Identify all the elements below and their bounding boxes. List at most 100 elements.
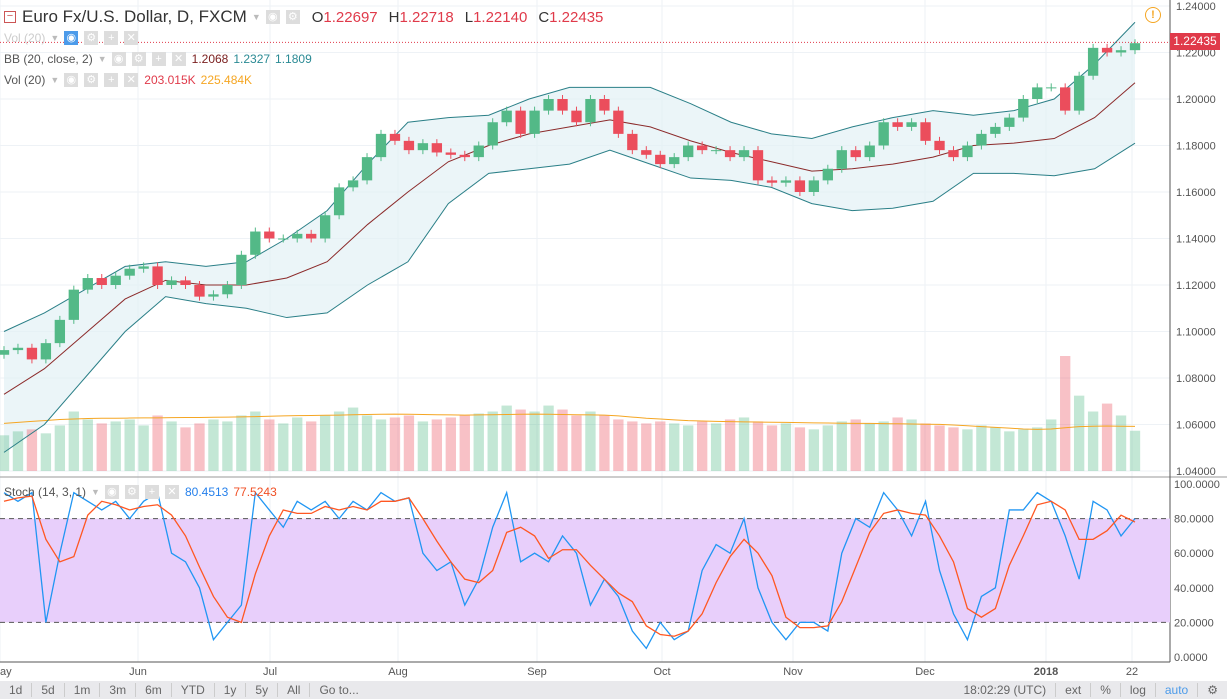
volume-bar <box>292 417 303 471</box>
volume-bar <box>794 427 806 471</box>
candle <box>920 122 931 141</box>
chevron-down-icon[interactable]: ▼ <box>50 33 60 43</box>
candle <box>557 99 568 111</box>
candle <box>1032 87 1043 99</box>
open-label: O <box>311 8 324 26</box>
low-value: 1.22140 <box>473 8 528 26</box>
candle <box>752 150 764 181</box>
volume-bar <box>878 421 889 471</box>
volume-bar <box>515 409 526 471</box>
ext-toggle[interactable]: ext <box>1056 683 1092 697</box>
volume-bar <box>389 417 401 471</box>
eye-icon[interactable]: ◉ <box>265 10 280 24</box>
price-tick-label: 1.12000 <box>1176 280 1216 292</box>
eye-icon[interactable]: ◉ <box>104 485 119 499</box>
close-icon[interactable]: ✕ <box>164 485 179 499</box>
candle <box>236 254 247 285</box>
candle <box>68 289 79 320</box>
gear-icon[interactable]: ⚙ <box>84 73 99 87</box>
symbol-title[interactable]: Euro Fx/U.S. Dollar, D, FXCM <box>22 7 247 26</box>
eye-icon[interactable]: ◉ <box>64 73 79 87</box>
percent-toggle[interactable]: % <box>1091 683 1121 697</box>
price-tick-label: 1.06000 <box>1176 420 1216 432</box>
eye-icon[interactable]: ◉ <box>111 52 126 66</box>
volume-bar <box>12 431 24 471</box>
chevron-down-icon[interactable]: ▼ <box>97 54 107 64</box>
price-tick-label: 1.16000 <box>1176 187 1216 199</box>
range-1d[interactable]: 1d <box>0 683 33 697</box>
volume-bar <box>1018 429 1029 471</box>
plus-icon[interactable]: + <box>144 485 159 499</box>
close-icon[interactable]: ✕ <box>171 52 186 66</box>
candle <box>683 145 694 158</box>
candle <box>738 150 750 158</box>
range-6m[interactable]: 6m <box>136 683 172 697</box>
candle <box>655 154 666 165</box>
close-icon[interactable]: ✕ <box>124 73 139 87</box>
plus-icon[interactable]: + <box>151 52 166 66</box>
range-3m[interactable]: 3m <box>100 683 137 697</box>
plus-icon[interactable]: + <box>104 73 119 87</box>
candle <box>599 99 610 111</box>
candle <box>1129 43 1141 51</box>
close-icon[interactable]: ✕ <box>124 31 139 45</box>
range-5d[interactable]: 5d <box>32 683 65 697</box>
volume-bar <box>96 423 107 471</box>
range-ytd[interactable]: YTD <box>172 683 215 697</box>
candle <box>990 126 1001 134</box>
candle <box>250 231 261 255</box>
volume-bar <box>138 425 149 471</box>
candle <box>641 150 652 155</box>
last-price-tag: 1.22435 <box>1170 33 1220 50</box>
stoch-label[interactable]: Stoch (14, 3, 1) <box>4 485 87 499</box>
vol-ma-value: 225.484K <box>200 73 253 87</box>
candle <box>54 319 66 344</box>
bb-upper-value: 1.2327 <box>233 52 271 66</box>
gear-icon[interactable]: ⚙ <box>131 52 146 66</box>
volume-bar <box>54 425 66 471</box>
volume-bar <box>613 419 624 471</box>
volume-bar <box>403 415 415 471</box>
range-5y[interactable]: 5y <box>246 683 279 697</box>
chevron-down-icon[interactable]: ▼ <box>91 487 100 497</box>
time-tick-label: 2018 <box>1034 666 1058 678</box>
goto-button[interactable]: Go to... <box>319 683 359 697</box>
vol-hidden-label[interactable]: Vol (20) <box>4 31 46 45</box>
bb-label[interactable]: BB (20, close, 2) <box>4 52 93 66</box>
settings-gear-icon[interactable]: ⚙ <box>1207 683 1218 697</box>
chevron-down-icon[interactable]: ▼ <box>50 75 60 85</box>
log-toggle[interactable]: log <box>1121 683 1156 697</box>
auto-toggle[interactable]: auto <box>1156 683 1199 697</box>
volume-bar <box>319 415 331 471</box>
candle <box>543 99 554 111</box>
plus-icon[interactable]: + <box>104 31 119 45</box>
bb-band-fill <box>4 22 1135 453</box>
volume-bar <box>459 415 470 471</box>
candle <box>208 294 219 297</box>
volume-bar <box>1101 403 1113 471</box>
gear-icon[interactable]: ⚙ <box>285 10 300 24</box>
vol-label[interactable]: Vol (20) <box>4 73 46 87</box>
range-1y[interactable]: 1y <box>215 683 247 697</box>
chart-canvas[interactable]: 1.24000 1.22000 1.20000 1.18000 1.16000 1.140… <box>0 0 1227 681</box>
stoch-tick-label: 40.0000 <box>1174 583 1214 595</box>
gear-icon[interactable]: ⚙ <box>124 485 139 499</box>
candle <box>82 278 93 290</box>
candle <box>445 152 456 155</box>
volume-bar <box>431 419 443 471</box>
range-all[interactable]: All <box>278 683 311 697</box>
range-1m[interactable]: 1m <box>65 683 101 697</box>
volume-bar <box>501 405 512 471</box>
candle <box>1115 50 1127 53</box>
stoch-band <box>0 518 1170 623</box>
chevron-down-icon[interactable]: ▼ <box>251 12 261 22</box>
eye-icon[interactable]: ◉ <box>64 31 79 45</box>
volume-bar <box>1046 419 1057 471</box>
gear-icon[interactable]: ⚙ <box>84 31 99 45</box>
volume-bar <box>194 423 205 471</box>
warning-icon[interactable]: ! <box>1145 7 1161 23</box>
volume-bar <box>236 415 247 471</box>
collapse-icon[interactable]: − <box>4 11 16 23</box>
price-tick-label: 1.14000 <box>1176 234 1216 246</box>
candle <box>948 150 959 158</box>
